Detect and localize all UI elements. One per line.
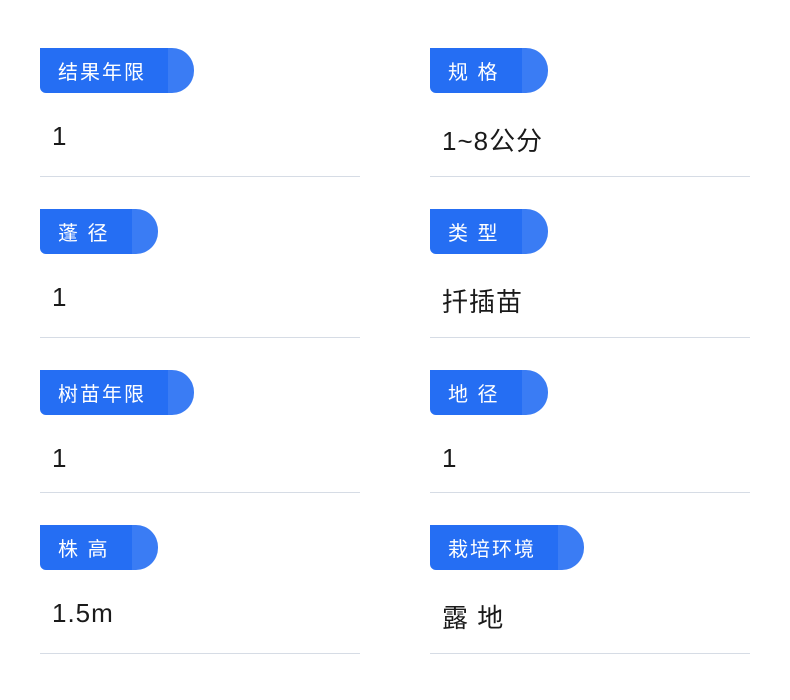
label-type: 类 型 [430,209,522,254]
value-crown-diameter: 1 [40,282,360,313]
field-ground-diameter: 地 径 1 [430,370,750,493]
label-wrap: 地 径 [430,370,522,415]
label-ground-diameter: 地 径 [430,370,522,415]
label-environment: 栽培环境 [430,525,558,570]
field-fruit-years: 结果年限 1 [40,48,360,177]
field-crown-diameter: 蓬 径 1 [40,209,360,338]
field-seedling-years: 树苗年限 1 [40,370,360,493]
label-wrap: 株 高 [40,525,132,570]
field-environment: 栽培环境 露 地 [430,525,750,654]
label-fruit-years: 结果年限 [40,48,168,93]
field-type: 类 型 扦插苗 [430,209,750,338]
label-seedling-years: 树苗年限 [40,370,168,415]
field-plant-height: 株 高 1.5m [40,525,360,654]
value-plant-height: 1.5m [40,598,360,629]
spec-grid: 结果年限 1 规 格 1~8公分 蓬 径 1 类 型 扦插苗 树苗年限 1 [40,48,750,654]
label-wrap: 栽培环境 [430,525,558,570]
field-spec: 规 格 1~8公分 [430,48,750,177]
label-crown-diameter: 蓬 径 [40,209,132,254]
value-seedling-years: 1 [40,443,360,474]
label-plant-height: 株 高 [40,525,132,570]
value-environment: 露 地 [430,598,750,635]
value-ground-diameter: 1 [430,443,750,474]
label-wrap: 规 格 [430,48,522,93]
label-wrap: 蓬 径 [40,209,132,254]
label-wrap: 类 型 [430,209,522,254]
label-wrap: 树苗年限 [40,370,168,415]
label-wrap: 结果年限 [40,48,168,93]
value-spec: 1~8公分 [430,121,750,158]
value-type: 扦插苗 [430,282,750,319]
label-spec: 规 格 [430,48,522,93]
value-fruit-years: 1 [40,121,360,152]
